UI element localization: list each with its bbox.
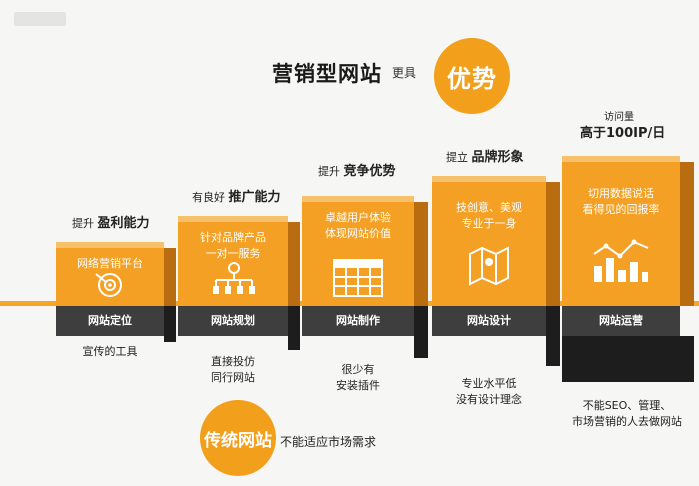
step-side-face [414, 202, 428, 306]
step-drawback: 不能SEO、管理、 市场营销的人去做网站 [572, 399, 682, 428]
step-benefit: 提立 品牌形象 [446, 150, 524, 165]
page-title-suffix: 更具 [392, 66, 417, 80]
target-icon [95, 273, 122, 297]
step-shadow [546, 306, 560, 366]
step-base-label: 网站制作 [302, 306, 414, 336]
step-shadow [164, 306, 176, 342]
step-side-face [164, 248, 176, 306]
step-drawback: 专业水平低 没有设计理念 [456, 377, 522, 406]
step-base-label: 网站运营 [562, 306, 680, 336]
traditional-site-badge: 传统网站 [200, 400, 276, 476]
step-side-face [288, 222, 300, 306]
grid-icon [333, 259, 383, 297]
step-side-face [680, 162, 694, 306]
page-title: 营销型网站 [272, 62, 382, 86]
step-top-face [562, 156, 680, 162]
step-shadow [288, 306, 300, 350]
step-base-label: 网站设计 [432, 306, 546, 336]
map-icon [469, 246, 509, 286]
step-base-label: 网站定位 [56, 306, 164, 336]
step-panel: 切用数据说话 看得见的回报率 [562, 162, 680, 306]
step-panel: 网络营销平台 [56, 248, 164, 306]
step-shadow [414, 306, 428, 358]
step-benefit: 高于100IP/日 [580, 126, 666, 141]
step-drawback: 很少有 安装插件 [336, 363, 380, 392]
step-top-face [178, 216, 288, 222]
traditional-site-text: 不能适应市场需求 [280, 435, 377, 449]
step-benefit: 提升 盈利能力 [72, 216, 150, 231]
step-side-face [546, 182, 560, 306]
step-drawback: 直接投仿 同行网站 [211, 355, 255, 384]
step-shadow [562, 336, 694, 382]
step-drawback: 宣传的工具 [82, 345, 138, 358]
step-top-face [432, 176, 546, 182]
step-benefit: 有良好 推广能力 [192, 190, 281, 205]
advantage-badge: 优势 [434, 38, 510, 114]
hierarchy-icon [213, 262, 255, 294]
step-benefit-small: 访问量 [604, 112, 634, 123]
step-top-face [56, 242, 164, 248]
logo-placeholder [14, 12, 66, 26]
step-panel: 技创意、美观 专业于一身 [432, 182, 546, 306]
step-base-label: 网站规划 [178, 306, 288, 336]
bar-chart-icon [593, 239, 649, 282]
step-top-face [302, 196, 414, 202]
step-benefit: 提升 竞争优势 [318, 164, 396, 179]
